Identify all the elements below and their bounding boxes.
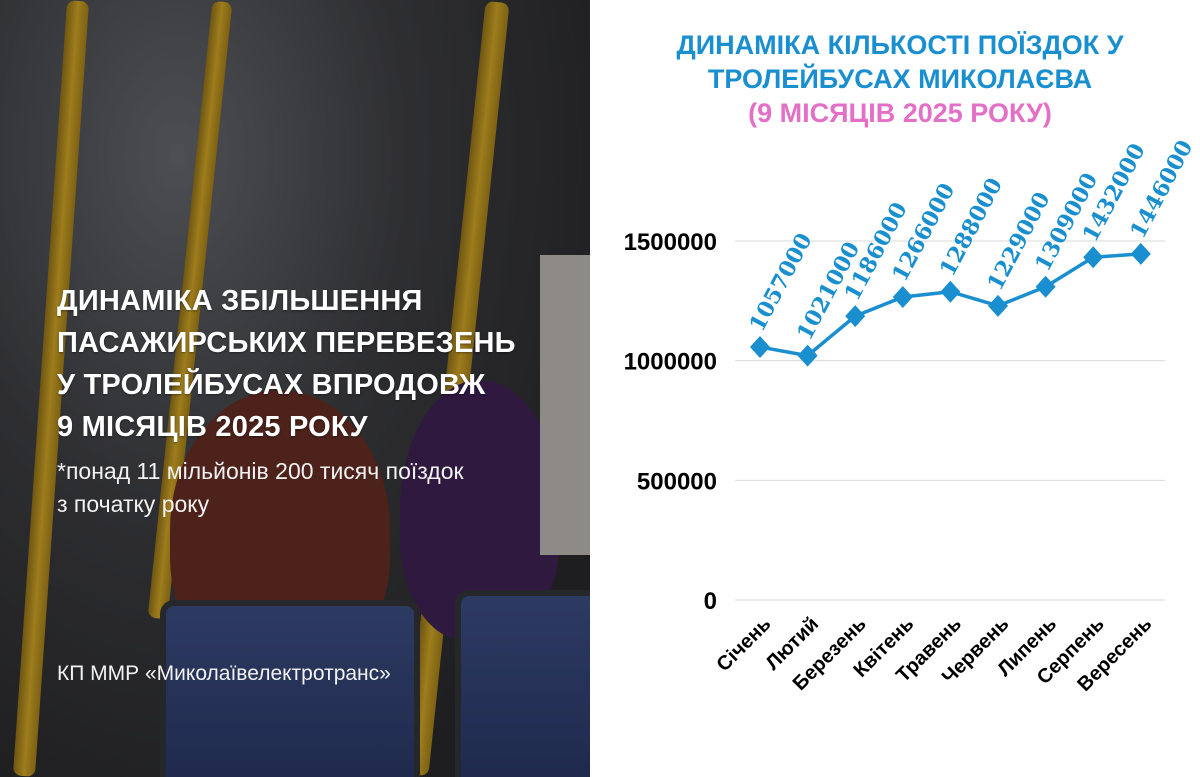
organization-name: КП ММР «Миколаївелектротранс» [57, 662, 391, 685]
x-tick-label: Січень [713, 613, 776, 676]
left-title-line: У ТРОЛЕЙБУСАХ ВПРОДОВЖ [57, 369, 486, 401]
seat [455, 590, 590, 777]
background-photo [0, 0, 590, 777]
data-point-diamond [750, 336, 770, 359]
chart-subtitle: (9 МІСЯЦІВ 2025 РОКУ) [748, 98, 1052, 128]
data-point-diamond [1035, 275, 1056, 298]
chart-title-line: ТРОЛЕЙБУСАХ МИКОЛАЄВА [707, 64, 1093, 94]
data-point-diamond [892, 286, 913, 309]
left-subtitle-line: *понад 11 мільйонів 200 тисяч поїздок [57, 458, 464, 484]
notice-poster [540, 255, 590, 555]
photo-overlay [0, 0, 590, 777]
y-tick-label: 0 [704, 588, 717, 615]
y-tick-label: 500000 [637, 468, 717, 495]
y-tick-label: 1000000 [624, 349, 717, 376]
data-point-diamond [797, 344, 818, 367]
left-subtitle-line: з початку року [57, 491, 210, 517]
data-point-diamond [845, 305, 866, 328]
data-point-diamond [1083, 246, 1104, 269]
data-point-diamond [988, 294, 1008, 317]
data-point-diamond [1130, 242, 1151, 265]
chart-title: ДИНАМІКА КІЛЬКОСТІ ПОЇЗДОК У ТРОЛЕЙБУСАХ… [600, 28, 1200, 130]
left-title-line: ДИНАМІКА ЗБІЛЬШЕННЯ [57, 285, 423, 317]
left-title-line: ПАСАЖИРСЬКИХ ПЕРЕВЕЗЕНЬ [57, 327, 516, 359]
seat [160, 600, 420, 777]
chart-title-line: ДИНАМІКА КІЛЬКОСТІ ПОЇЗДОК У [676, 30, 1124, 60]
left-title-line: 9 МІСЯЦІВ 2025 РОКУ [57, 411, 368, 443]
left-subtitle: *понад 11 мільйонів 200 тисяч поїздок з … [57, 455, 464, 521]
data-point-diamond [940, 280, 961, 303]
left-title: ДИНАМІКА ЗБІЛЬШЕННЯ ПАСАЖИРСЬКИХ ПЕРЕВЕЗ… [57, 280, 516, 448]
y-tick-label: 1500000 [624, 229, 717, 256]
